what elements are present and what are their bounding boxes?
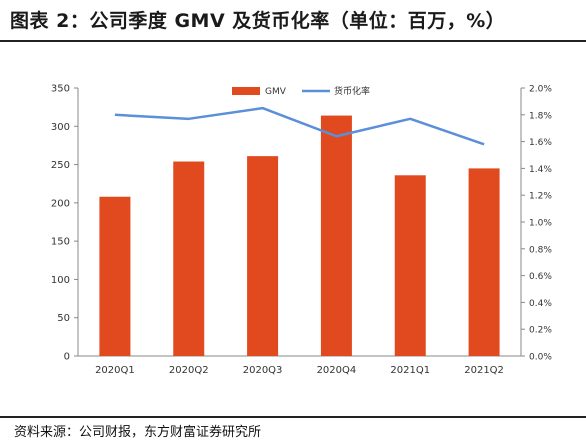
- right-tick-label: 1.8%: [529, 111, 552, 121]
- left-tick-label: 350: [51, 84, 70, 95]
- bar-2020Q4: [320, 115, 352, 357]
- x-tick-label: 2020Q4: [317, 365, 357, 376]
- x-tick-label: 2021Q1: [390, 365, 430, 376]
- bar-2021Q1: [394, 175, 426, 356]
- bar-2020Q2: [173, 161, 205, 356]
- right-tick-label: 1.6%: [529, 138, 552, 148]
- left-tick-label: 100: [51, 275, 70, 286]
- right-tick-label: 0.0%: [529, 353, 552, 363]
- gmv-bars: [99, 115, 500, 357]
- right-tick-label: 0.6%: [529, 272, 552, 282]
- left-tick-label: 250: [51, 160, 70, 171]
- right-tick-label: 1.4%: [529, 165, 552, 175]
- left-tick-label: 50: [57, 313, 70, 324]
- right-tick-label: 2.0%: [529, 85, 552, 95]
- left-tick-label: 0: [64, 352, 70, 363]
- top-rule: [0, 40, 586, 42]
- bottom-rule: [0, 416, 586, 418]
- source-note: 资料来源：公司财报，东方财富证券研究所: [14, 425, 262, 440]
- right-axis: 0.0% 0.2% 0.4% 0.6% 0.8% 1.0% 1.2% 1.4% 1.6% 1.8%…: [520, 85, 552, 363]
- x-tick-label: 2021Q2: [464, 365, 504, 376]
- x-tick-label: 2020Q1: [95, 365, 135, 376]
- figure-title: 图表 2：公司季度 GMV 及货币化率（单位：百万，%）: [10, 10, 506, 32]
- right-tick-label: 0.2%: [529, 326, 552, 336]
- x-tick-label: 2020Q2: [169, 365, 209, 376]
- x-tick-label: 2020Q3: [243, 365, 283, 376]
- monetization-rate-line: [114, 106, 485, 146]
- right-tick-label: 0.4%: [529, 299, 552, 309]
- legend-gmv-swatch: [232, 87, 260, 95]
- right-tick-label: 0.8%: [529, 245, 552, 255]
- legend: GMV 货币化率: [232, 85, 370, 97]
- left-tick-label: 300: [51, 122, 70, 133]
- legend-rate-label: 货币化率: [334, 85, 370, 97]
- bar-2020Q3: [247, 156, 279, 356]
- x-axis: 2020Q1 2020Q2 2020Q3 2020Q4 2021Q1 2021Q2: [95, 365, 504, 376]
- rate-line: [114, 106, 485, 146]
- bar-2021Q2: [468, 168, 500, 356]
- right-tick-label: 1.0%: [529, 219, 552, 229]
- bar-2020Q1: [99, 196, 131, 356]
- legend-gmv-label: GMV: [265, 87, 287, 97]
- left-tick-label: 150: [51, 237, 70, 248]
- left-tick-label: 200: [51, 198, 70, 209]
- left-axis: 0 50 100 150 200 250 300 350: [51, 84, 521, 363]
- right-tick-label: 1.2%: [529, 192, 552, 202]
